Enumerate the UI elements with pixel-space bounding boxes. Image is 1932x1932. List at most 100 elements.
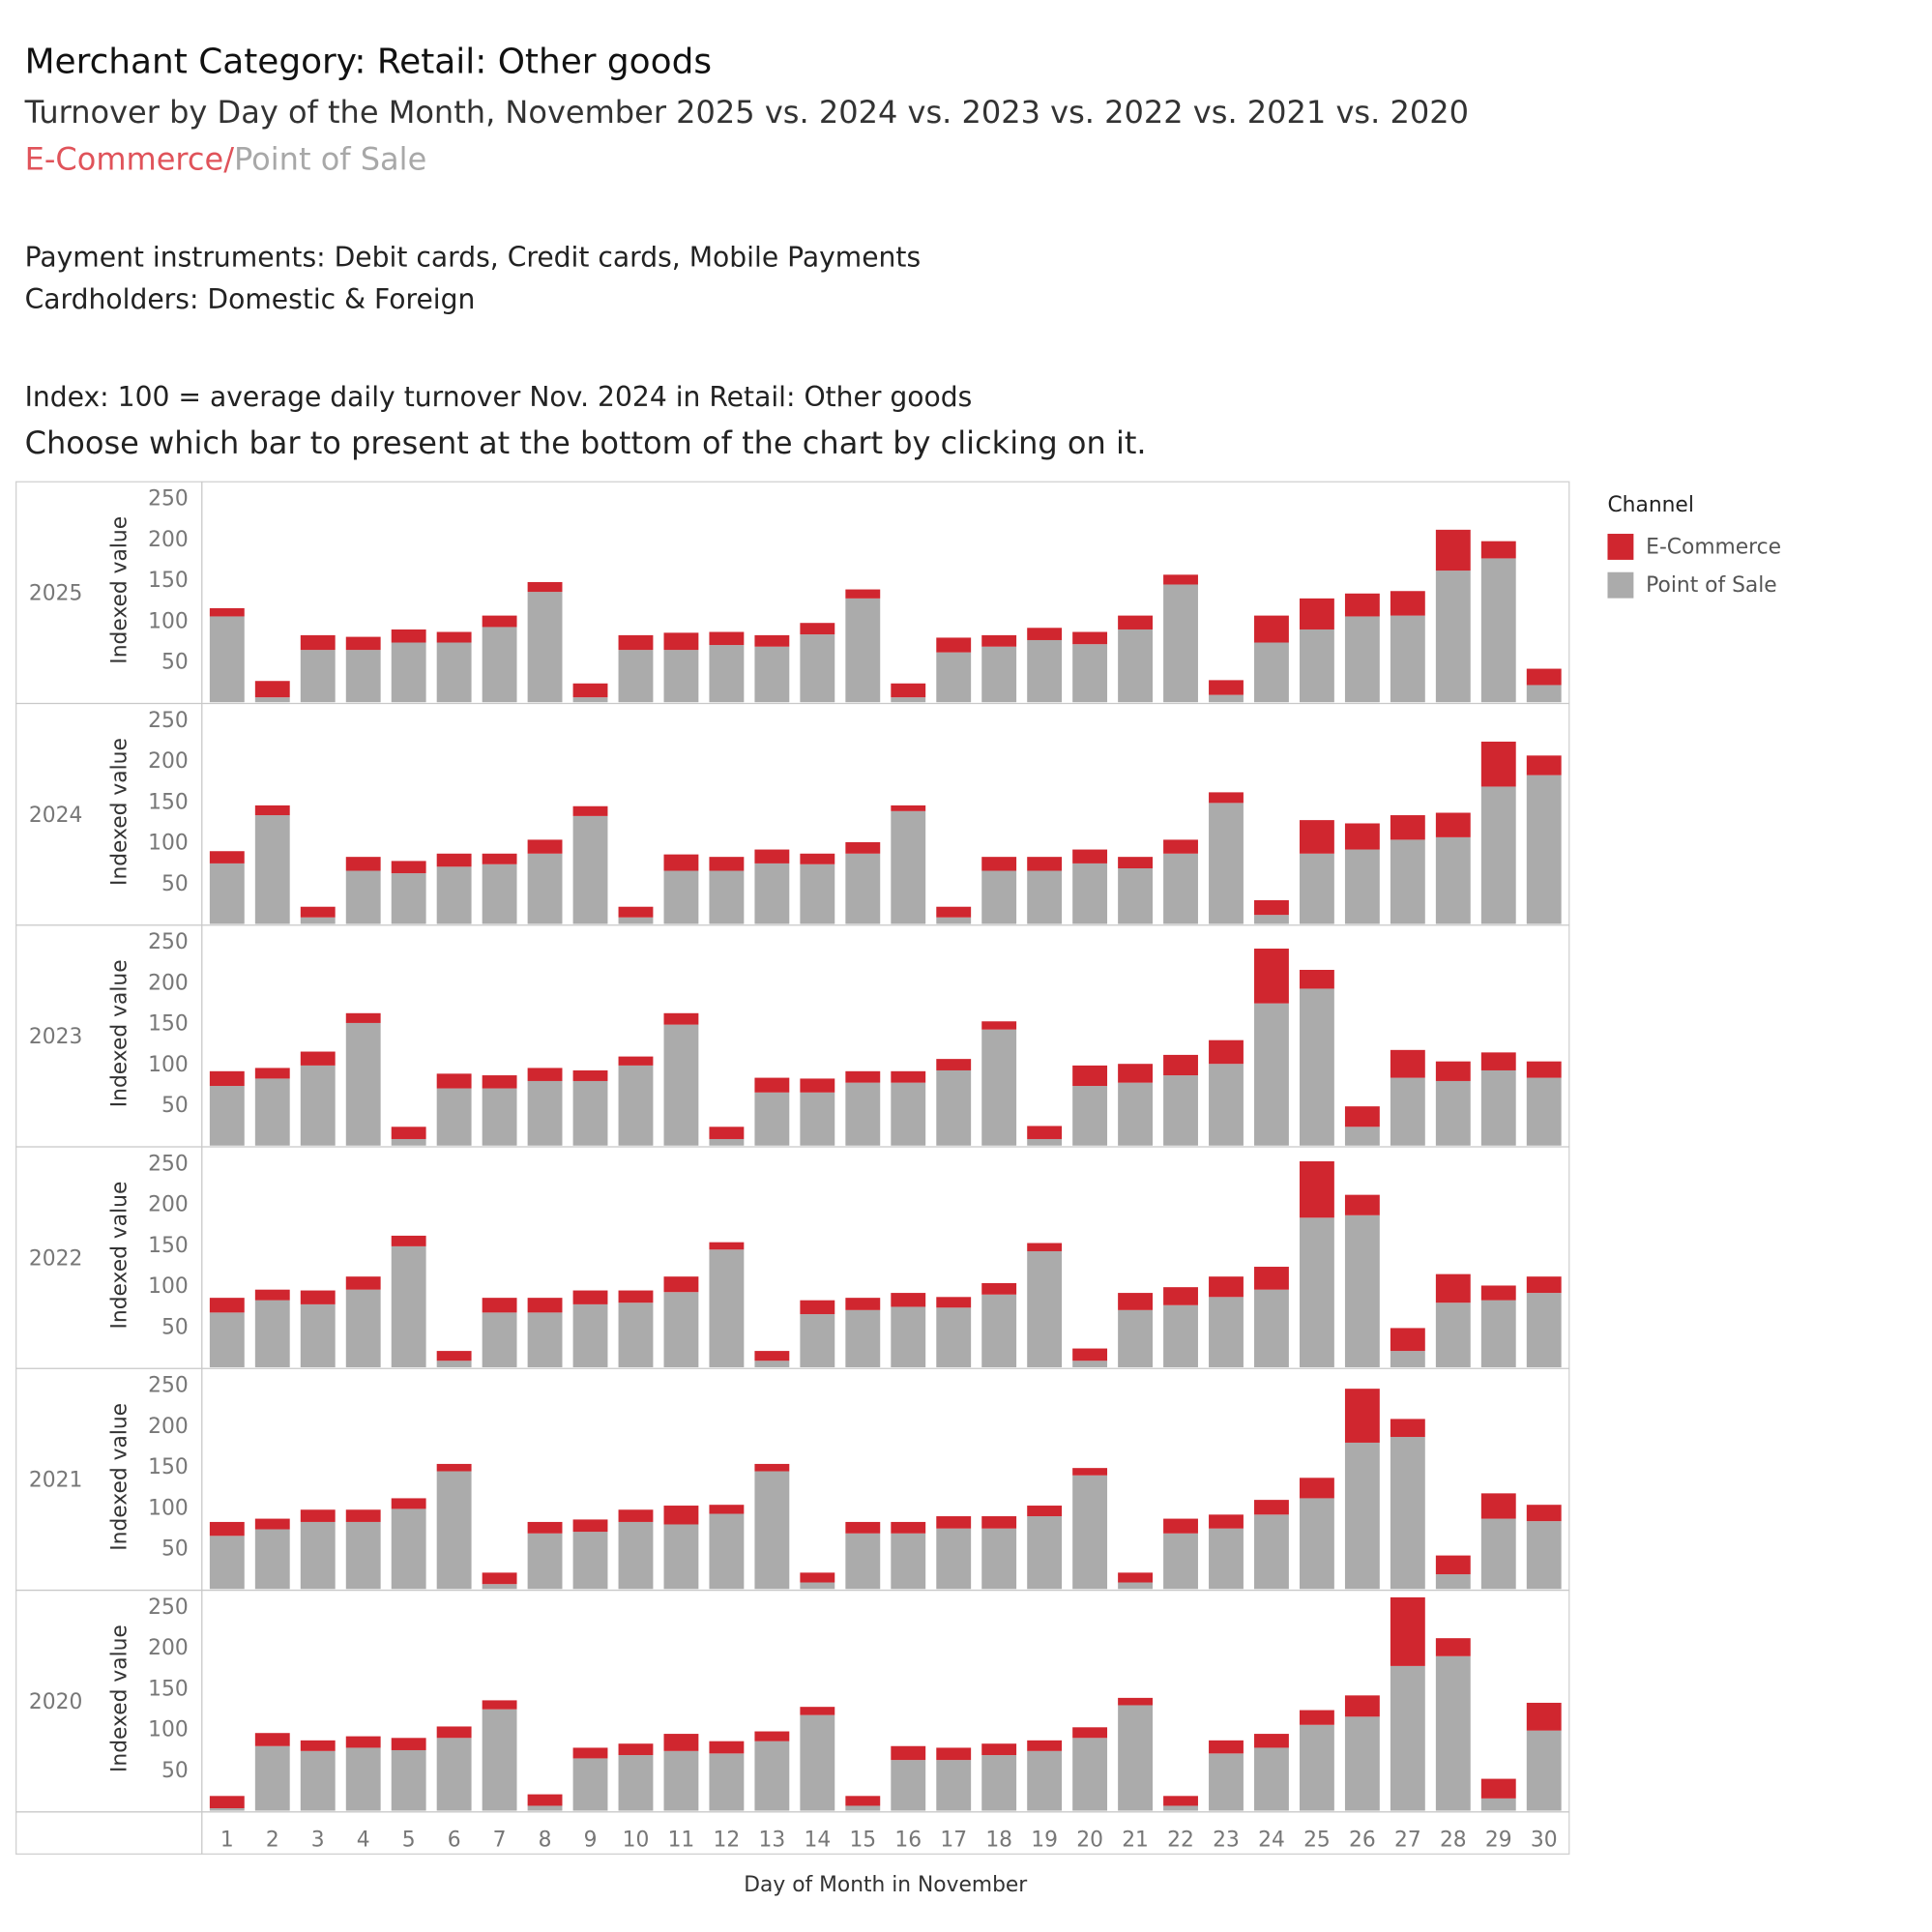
bar-pos-2025-day-20[interactable]	[1072, 644, 1108, 703]
bar-pos-2020-day-8[interactable]	[527, 1805, 563, 1811]
bar-pos-2021-day-22[interactable]	[1163, 1533, 1198, 1590]
bar-ecom-2024-day-20[interactable]	[1072, 849, 1108, 864]
bar-ecom-2025-day-5[interactable]	[391, 629, 426, 643]
bar-ecom-2025-day-26[interactable]	[1344, 593, 1380, 617]
bar-pos-2024-day-10[interactable]	[618, 917, 654, 924]
bar-ecom-2022-day-13[interactable]	[754, 1351, 790, 1361]
bar-pos-2021-day-2[interactable]	[254, 1529, 290, 1590]
bar-pos-2020-day-7[interactable]	[482, 1709, 517, 1811]
bar-ecom-2025-day-14[interactable]	[800, 623, 835, 635]
bar-ecom-2022-day-21[interactable]	[1118, 1293, 1153, 1310]
bar-pos-2023-day-6[interactable]	[436, 1088, 472, 1146]
bar-ecom-2020-day-24[interactable]	[1254, 1734, 1289, 1748]
bar-ecom-2022-day-14[interactable]	[800, 1300, 835, 1315]
bar-pos-2024-day-9[interactable]	[572, 815, 608, 924]
bar-ecom-2020-day-17[interactable]	[936, 1747, 972, 1761]
bar-ecom-2022-day-15[interactable]	[845, 1298, 881, 1310]
bar-ecom-2024-day-18[interactable]	[981, 857, 1017, 871]
bar-ecom-2022-day-23[interactable]	[1209, 1276, 1244, 1298]
bar-ecom-2020-day-16[interactable]	[891, 1745, 926, 1761]
bar-pos-2024-day-26[interactable]	[1344, 849, 1380, 924]
bar-ecom-2021-day-23[interactable]	[1209, 1514, 1244, 1529]
bar-pos-2024-day-12[interactable]	[709, 870, 745, 924]
bar-pos-2024-day-25[interactable]	[1299, 853, 1334, 924]
bar-pos-2023-day-12[interactable]	[709, 1138, 745, 1146]
bar-ecom-2020-day-19[interactable]	[1027, 1740, 1063, 1751]
bar-pos-2022-day-9[interactable]	[572, 1303, 608, 1368]
bar-ecom-2022-day-26[interactable]	[1344, 1194, 1380, 1215]
bar-pos-2021-day-17[interactable]	[936, 1528, 972, 1590]
bar-pos-2025-day-24[interactable]	[1254, 642, 1289, 703]
bar-ecom-2022-day-3[interactable]	[300, 1290, 336, 1304]
bar-ecom-2024-day-5[interactable]	[391, 861, 426, 874]
bar-pos-2023-day-18[interactable]	[981, 1029, 1017, 1146]
bar-pos-2023-day-17[interactable]	[936, 1069, 972, 1146]
bar-ecom-2022-day-28[interactable]	[1435, 1273, 1471, 1303]
bar-ecom-2023-day-5[interactable]	[391, 1127, 426, 1139]
bar-ecom-2024-day-28[interactable]	[1435, 812, 1471, 837]
bar-pos-2023-day-9[interactable]	[572, 1080, 608, 1146]
bar-pos-2021-day-5[interactable]	[391, 1508, 426, 1590]
bar-pos-2022-day-15[interactable]	[845, 1309, 881, 1368]
bar-pos-2020-day-3[interactable]	[300, 1750, 336, 1811]
bar-ecom-2021-day-3[interactable]	[300, 1509, 336, 1522]
bar-ecom-2022-day-20[interactable]	[1072, 1348, 1108, 1361]
bar-pos-2022-day-6[interactable]	[436, 1361, 472, 1368]
bar-pos-2025-day-8[interactable]	[527, 592, 563, 703]
bar-ecom-2022-day-9[interactable]	[572, 1290, 608, 1304]
bar-ecom-2025-day-4[interactable]	[345, 636, 381, 651]
bar-ecom-2025-day-3[interactable]	[300, 634, 336, 651]
bar-pos-2025-day-7[interactable]	[482, 627, 517, 703]
bar-ecom-2021-day-4[interactable]	[345, 1509, 381, 1522]
bar-ecom-2021-day-20[interactable]	[1072, 1468, 1108, 1476]
bar-pos-2021-day-19[interactable]	[1027, 1516, 1063, 1590]
bar-ecom-2024-day-10[interactable]	[618, 906, 654, 918]
bar-ecom-2025-day-9[interactable]	[572, 683, 608, 698]
bar-ecom-2024-day-22[interactable]	[1163, 839, 1198, 854]
bar-ecom-2021-day-12[interactable]	[709, 1505, 745, 1514]
bar-ecom-2021-day-18[interactable]	[981, 1516, 1017, 1529]
bar-ecom-2020-day-18[interactable]	[981, 1743, 1017, 1756]
bar-pos-2021-day-10[interactable]	[618, 1521, 654, 1590]
bar-pos-2021-day-25[interactable]	[1299, 1498, 1334, 1590]
bar-ecom-2021-day-8[interactable]	[527, 1521, 563, 1534]
bar-pos-2022-day-2[interactable]	[254, 1300, 290, 1368]
bar-pos-2023-day-3[interactable]	[300, 1065, 336, 1146]
bar-ecom-2024-day-12[interactable]	[709, 857, 745, 871]
bar-pos-2021-day-23[interactable]	[1209, 1528, 1244, 1590]
bar-pos-2020-day-5[interactable]	[391, 1749, 426, 1811]
bar-pos-2022-day-13[interactable]	[754, 1361, 790, 1368]
bar-pos-2023-day-26[interactable]	[1344, 1127, 1380, 1146]
bar-ecom-2021-day-14[interactable]	[800, 1572, 835, 1583]
bar-ecom-2023-day-15[interactable]	[845, 1070, 881, 1083]
bar-pos-2022-day-10[interactable]	[618, 1303, 654, 1368]
bar-ecom-2023-day-30[interactable]	[1526, 1061, 1562, 1078]
bar-pos-2023-day-30[interactable]	[1526, 1077, 1562, 1146]
bar-ecom-2025-day-8[interactable]	[527, 581, 563, 593]
bar-pos-2023-day-13[interactable]	[754, 1092, 790, 1146]
bar-ecom-2022-day-4[interactable]	[345, 1276, 381, 1290]
bar-pos-2022-day-4[interactable]	[345, 1289, 381, 1368]
bar-pos-2020-day-1[interactable]	[209, 1807, 245, 1811]
bar-ecom-2025-day-18[interactable]	[981, 634, 1017, 647]
bar-pos-2025-day-22[interactable]	[1163, 584, 1198, 703]
bar-pos-2025-day-14[interactable]	[800, 634, 835, 703]
bar-pos-2024-day-29[interactable]	[1480, 786, 1516, 924]
bar-pos-2024-day-1[interactable]	[209, 863, 245, 924]
bar-pos-2023-day-11[interactable]	[663, 1024, 699, 1146]
bar-pos-2022-day-1[interactable]	[209, 1312, 245, 1368]
bar-ecom-2023-day-28[interactable]	[1435, 1061, 1471, 1081]
bar-pos-2023-day-16[interactable]	[891, 1082, 926, 1146]
bar-pos-2025-day-21[interactable]	[1118, 629, 1153, 703]
bar-ecom-2024-day-2[interactable]	[254, 805, 290, 816]
bar-pos-2024-day-22[interactable]	[1163, 853, 1198, 924]
bar-pos-2025-day-11[interactable]	[663, 650, 699, 703]
bar-pos-2024-day-7[interactable]	[482, 864, 517, 924]
bar-pos-2021-day-24[interactable]	[1254, 1514, 1289, 1590]
bar-pos-2025-day-4[interactable]	[345, 650, 381, 703]
bar-ecom-2020-day-27[interactable]	[1390, 1596, 1425, 1666]
bar-ecom-2020-day-1[interactable]	[209, 1796, 245, 1808]
bar-pos-2023-day-21[interactable]	[1118, 1082, 1153, 1146]
bar-pos-2020-day-28[interactable]	[1435, 1655, 1471, 1811]
bar-pos-2021-day-26[interactable]	[1344, 1442, 1380, 1590]
